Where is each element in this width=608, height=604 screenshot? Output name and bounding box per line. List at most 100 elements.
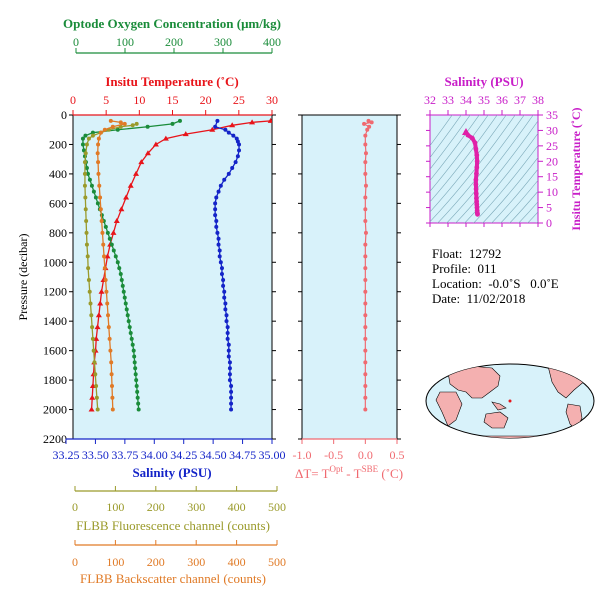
temperature-point: [88, 406, 95, 412]
fluorescence-point: [85, 254, 90, 259]
fluorescence-point: [94, 395, 99, 400]
backscatter-point: [103, 277, 108, 282]
fluorescence-point: [94, 383, 99, 388]
backscatter-point: [99, 219, 104, 224]
salinity-point: [227, 372, 232, 377]
profile-series: [80, 117, 272, 412]
backscatter-point: [96, 171, 101, 176]
backscatter-point: [102, 127, 107, 132]
delta-t-point: [363, 195, 368, 200]
delta-t-tick-label: 0.0: [358, 448, 373, 462]
delta-t-point: [363, 183, 368, 188]
oxygen-point: [128, 330, 133, 335]
backscatter-point: [122, 121, 127, 126]
oxygen-point: [131, 348, 136, 353]
backscatter-axis-tick-label: 300: [187, 555, 205, 569]
salinity-point: [222, 289, 227, 294]
salinity-axis-tick-label: 35.00: [259, 448, 286, 462]
oxygen-point: [122, 295, 127, 300]
backscatter-axis: 0 100 200 300 400 500: [72, 540, 286, 569]
salinity-point: [226, 130, 231, 135]
fluorescence-point: [95, 407, 100, 412]
backscatter-point: [96, 142, 101, 147]
salinity-point: [221, 277, 226, 282]
salinity-point: [218, 183, 223, 188]
delta-t-axis: -1.0 -0.5 0.0 0.5: [293, 114, 405, 462]
temperature-axis-tick-label: 10: [133, 93, 145, 107]
fluorescence-point: [134, 121, 139, 126]
fluorescence-point: [84, 230, 89, 235]
pressure-tick-label: 1600: [43, 344, 67, 358]
temperature-point: [229, 122, 236, 128]
fluorescence-point: [90, 325, 95, 330]
temperature-point: [118, 206, 125, 212]
delta-t-point: [362, 121, 367, 126]
oxygen-point: [133, 366, 138, 371]
backscatter-point: [98, 207, 103, 212]
oxygen-point: [134, 383, 139, 388]
oxygen-point: [95, 201, 100, 206]
fluorescence-axis-tick-label: 0: [72, 500, 78, 514]
oxygen-point: [80, 142, 85, 147]
salinity-axis-tick-label: 34.50: [200, 448, 227, 462]
temperature-point: [104, 253, 111, 259]
backscatter-axis-tick-label: 500: [268, 555, 286, 569]
oxygen-point: [105, 230, 110, 235]
salinity-point: [213, 124, 218, 129]
pressure-tick-label: 1400: [43, 314, 67, 328]
temperature-point: [144, 150, 151, 156]
ts-isopycnal: [500, 179, 538, 223]
ts-point: [474, 171, 479, 177]
ts-isopycnal: [430, 115, 516, 223]
salinity-point: [215, 118, 220, 123]
salinity-point: [213, 201, 218, 206]
oxygen-point: [113, 254, 118, 259]
salinity-axis-tick-label: 33.75: [111, 448, 138, 462]
salinity-point: [229, 395, 234, 400]
temperature-axis-label: Insitu Temperature (˚C): [105, 74, 238, 89]
ts-isopycnals: [430, 115, 538, 223]
backscatter-point: [102, 254, 107, 259]
fluorescence-point: [130, 123, 135, 128]
temperature-point: [182, 131, 189, 137]
delta-t-point: [363, 277, 368, 282]
delta-t-tick-label: -1.0: [293, 448, 312, 462]
delta-t-point: [363, 348, 368, 353]
salinity-point: [235, 154, 240, 159]
salinity-point: [227, 360, 232, 365]
salinity-point: [231, 133, 236, 138]
land-australia: [483, 411, 509, 429]
fluorescence-point: [86, 136, 91, 141]
backscatter-point: [110, 395, 115, 400]
ts-point: [473, 191, 479, 197]
temperature-point: [133, 170, 140, 176]
temperature-point: [95, 312, 102, 318]
backscatter-axis-tick-label: 200: [147, 555, 165, 569]
ts-point: [473, 177, 479, 183]
fluorescence-point: [84, 242, 89, 247]
oxygen-point: [93, 195, 98, 200]
salinity-point: [216, 242, 221, 247]
fluorescence-axis-tick-label: 300: [187, 500, 205, 514]
salinity-point: [224, 319, 229, 324]
oxygen-point: [84, 166, 89, 171]
temperature-point: [110, 229, 117, 235]
fluorescence-point: [87, 289, 92, 294]
ts-point: [473, 186, 479, 192]
ts-isopycnal: [446, 115, 534, 223]
backscatter-point: [96, 160, 101, 165]
fluorescence-point: [82, 160, 87, 165]
oxygen-point: [145, 124, 150, 129]
fluorescence-point: [83, 151, 88, 156]
salinity-point: [215, 230, 220, 235]
oxygen-point: [132, 354, 137, 359]
pressure-tick-label: 1200: [43, 285, 67, 299]
backscatter-point: [110, 407, 115, 412]
pressure-axis: 0 200 400 600 800 1000 1200 1400 1600 1800 2000 220…: [43, 108, 276, 446]
oxygen-point: [115, 260, 120, 265]
ts-ytick-label: 30: [546, 123, 558, 137]
oxygen-point: [118, 272, 123, 277]
oxygen-point: [80, 136, 85, 141]
pressure-tick-label: 0: [61, 108, 67, 122]
ts-isopycnal: [430, 115, 462, 158]
